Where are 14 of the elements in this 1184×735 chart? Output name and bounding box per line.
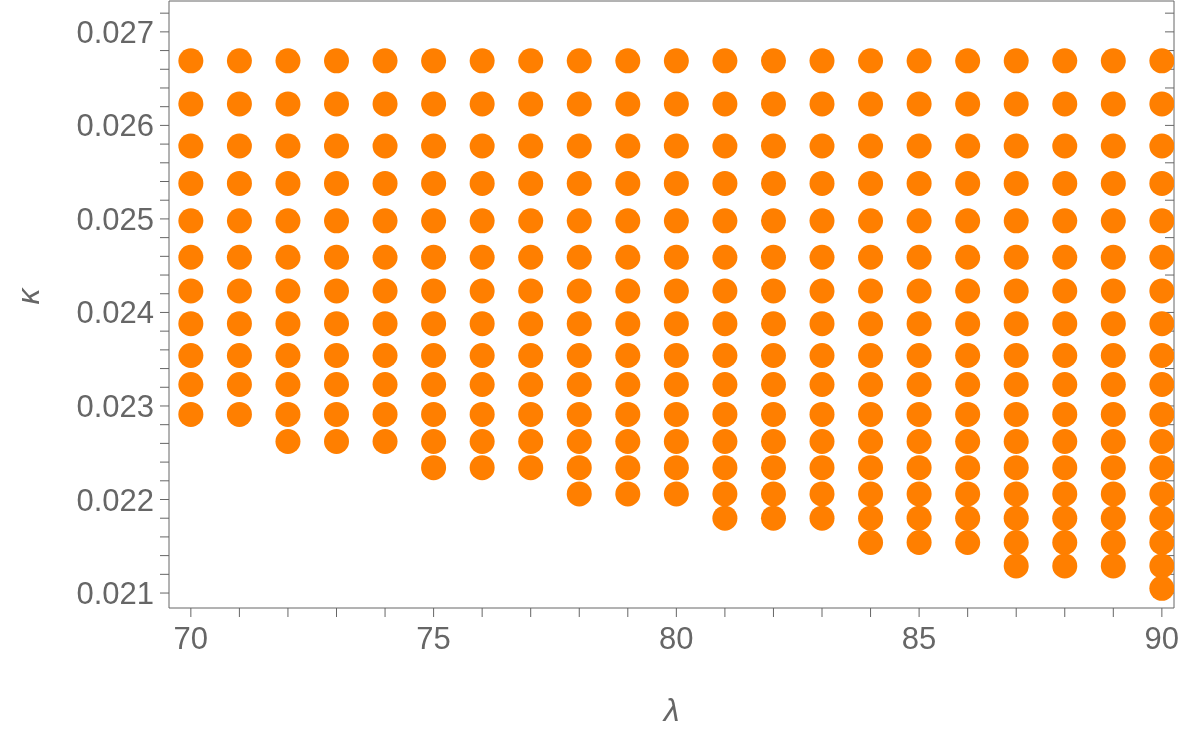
x-tick-label: 70 [173,621,209,657]
y-tick-label: 0.021 [76,576,154,612]
y-tick-label: 0.026 [76,108,154,144]
y-tick-label: 0.022 [76,482,154,518]
x-tick-label: 80 [659,621,694,657]
y-tick-label: 0.023 [76,388,154,424]
y-tick-label: 0.024 [76,295,154,331]
y-tick-label: 0.025 [76,201,154,237]
x-tick-label: 90 [1144,621,1180,657]
y-axis-title: κ [10,286,47,305]
x-tick-label: 85 [901,621,937,657]
x-axis-title: λ [661,692,680,728]
y-tick-label: 0.027 [76,14,154,50]
x-tick-label: 75 [416,621,451,657]
